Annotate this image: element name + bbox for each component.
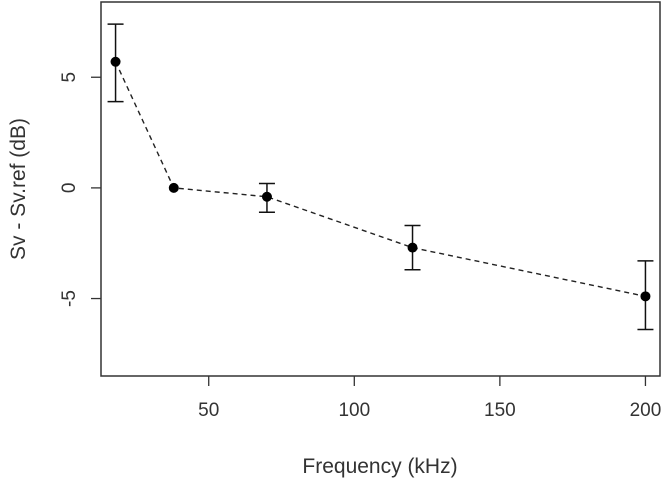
y-axis: -5 0 5 <box>59 72 101 307</box>
series-line <box>114 61 646 298</box>
data-marks <box>107 23 654 331</box>
x-axis: 50 100 150 200 <box>198 376 661 421</box>
y-tick-label: -5 <box>59 290 80 307</box>
data-point <box>110 56 121 67</box>
plot-frame <box>100 1 661 377</box>
x-tick-label: 200 <box>630 400 662 421</box>
y-tick-label: 0 <box>59 183 80 194</box>
data-point <box>407 242 418 253</box>
data-point <box>261 191 272 202</box>
x-tick-label: 50 <box>198 400 219 421</box>
y-tick-label: 5 <box>59 72 80 83</box>
y-axis-title: Sv - Sv.ref (dB) <box>7 118 30 260</box>
data-point <box>168 182 179 193</box>
x-tick-label: 100 <box>338 400 370 421</box>
data-point <box>640 291 651 302</box>
x-axis-title: Frequency (kHz) <box>302 455 457 478</box>
x-tick-label: 150 <box>484 400 516 421</box>
